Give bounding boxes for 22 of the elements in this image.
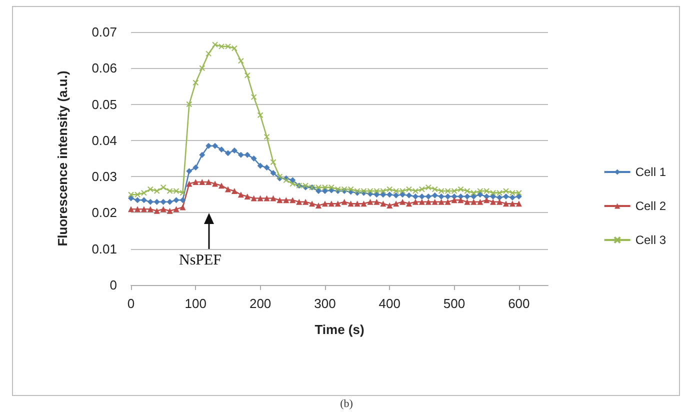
y-tick-label: 0 [110, 278, 117, 292]
y-tick-label: 0.02 [92, 205, 117, 220]
x-tick-label: 300 [314, 296, 336, 311]
y-tick-label: 0.05 [92, 96, 117, 112]
legend-label: Cell 1 [635, 165, 666, 179]
y-axis-title: Fluorescence intensity (a.u.) [55, 70, 70, 246]
text: (b) [339, 398, 354, 410]
y-tick-label: 0.03 [92, 169, 117, 184]
x-tick-label: 200 [249, 296, 272, 311]
x-tick-label: 100 [184, 296, 207, 311]
y-tick-label: 0.01 [92, 241, 117, 256]
x-tick-label: 0 [127, 296, 135, 311]
y-tick-label: 0.06 [92, 60, 117, 76]
legend-label: Cell 2 [635, 199, 666, 213]
x-tick-label: 400 [378, 296, 400, 311]
annotation: NsPEF [179, 252, 222, 268]
y-tick-label: 0.04 [92, 132, 117, 148]
x-tick-label: 600 [508, 296, 530, 311]
y-tick-label: 0.07 [92, 24, 117, 40]
legend-label: Cell 3 [635, 233, 666, 247]
x-axis-title: Time (s) [314, 322, 364, 337]
x-tick-label: 500 [443, 296, 466, 311]
